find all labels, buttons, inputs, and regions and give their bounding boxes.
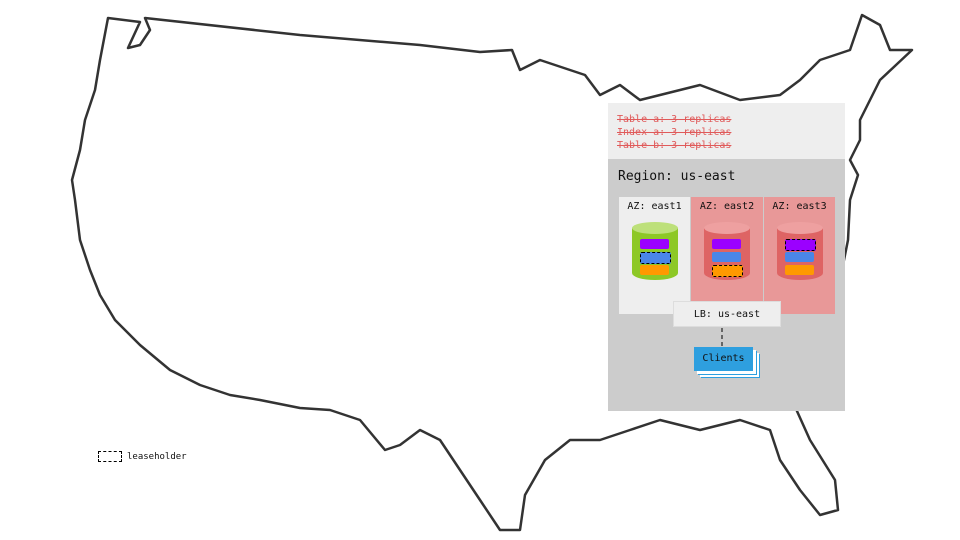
- clients-node: Clients: [694, 347, 753, 371]
- table-replica-list: Table a: 3 replicas Index a: 3 replicas …: [608, 103, 845, 159]
- range-orange: [784, 265, 814, 275]
- range-purple: [639, 239, 669, 249]
- az-2: AZ: east2: [691, 197, 763, 314]
- legend: leaseholder: [98, 451, 187, 462]
- table-item: Table b: 3 replicas: [617, 140, 732, 151]
- range-purple: [712, 239, 741, 249]
- database-icon: [704, 222, 750, 286]
- az-3: AZ: east3: [764, 197, 835, 314]
- table-item: Index a: 3 replicas: [617, 127, 732, 138]
- range-blue: [784, 252, 814, 262]
- az-label: AZ: east1: [627, 201, 682, 212]
- load-balancer: LB: us-east: [673, 301, 781, 327]
- lb-client-connector: [721, 328, 723, 346]
- range-purple-leaseholder: [784, 239, 816, 251]
- legend-label: leaseholder: [127, 451, 187, 462]
- database-icon: [776, 222, 823, 286]
- az-label: AZ: east3: [772, 201, 827, 212]
- region-title: Region: us-east: [618, 169, 736, 184]
- leaseholder-legend-icon: [98, 451, 122, 462]
- table-item: Table a: 3 replicas: [617, 114, 732, 125]
- range-blue: [712, 252, 741, 262]
- database-icon: [631, 222, 678, 286]
- range-orange: [639, 265, 669, 275]
- az-label: AZ: east2: [699, 201, 755, 212]
- range-orange-leaseholder: [712, 265, 743, 277]
- range-blue-leaseholder: [639, 252, 671, 264]
- az-1: AZ: east1: [619, 197, 690, 314]
